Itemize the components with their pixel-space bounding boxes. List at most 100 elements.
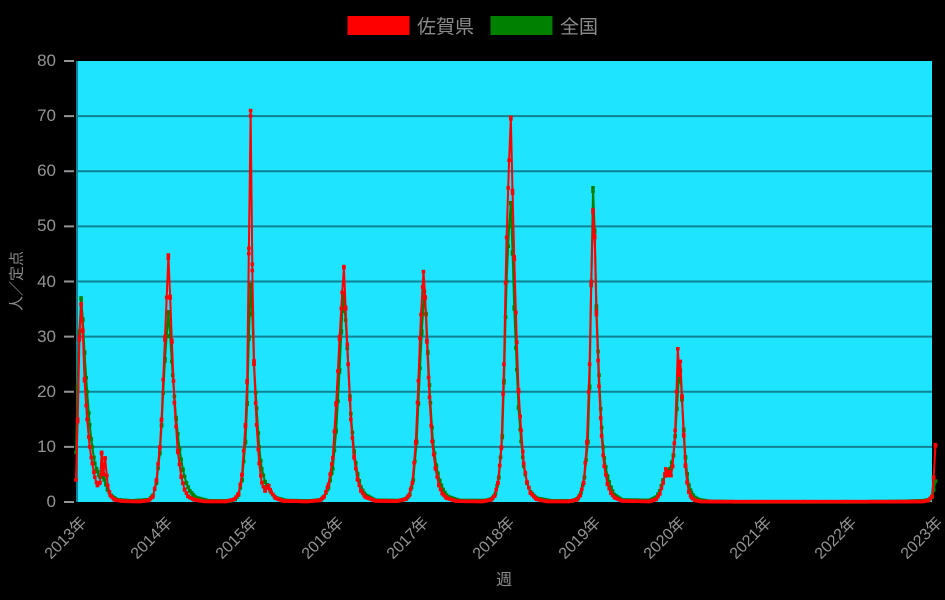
series-marker: [261, 484, 266, 489]
series-marker: [170, 340, 174, 344]
series-marker: [336, 369, 340, 373]
series-marker: [668, 467, 672, 471]
series-marker: [583, 461, 588, 465]
series-marker: [191, 492, 195, 497]
series-marker: [514, 346, 518, 350]
series-marker: [101, 472, 106, 477]
series-marker: [602, 464, 606, 468]
series-marker: [99, 450, 104, 455]
series-marker: [152, 486, 157, 491]
series-marker: [343, 307, 348, 311]
series-marker: [665, 473, 670, 478]
series-marker: [90, 445, 95, 449]
series-marker: [328, 472, 332, 476]
series-marker: [507, 224, 511, 229]
series-marker: [350, 436, 355, 440]
series-marker: [931, 475, 936, 479]
national-series-label: 全国: [560, 17, 599, 38]
series-marker: [680, 395, 684, 400]
series-marker: [252, 358, 256, 363]
series-marker: [248, 284, 253, 289]
series-marker: [184, 491, 189, 495]
series-marker: [431, 452, 436, 457]
series-marker: [328, 478, 332, 483]
series-marker: [355, 478, 360, 482]
series-marker: [325, 485, 330, 489]
series-marker: [576, 495, 581, 500]
series-marker: [591, 208, 595, 212]
series-marker: [85, 389, 89, 394]
series-marker: [586, 390, 591, 394]
series-marker: [928, 496, 932, 501]
series-marker: [521, 461, 526, 466]
x-axis-title: 週: [495, 572, 513, 589]
series-marker: [247, 337, 251, 341]
y-tick-label-0: 0: [46, 492, 56, 511]
y-tick-label-50: 50: [37, 216, 56, 236]
series-marker: [419, 332, 424, 336]
series-marker: [330, 462, 334, 466]
saga-series-swatch: [346, 16, 409, 35]
series-marker: [340, 290, 344, 295]
legend-item-national: 全国: [490, 12, 598, 39]
series-marker: [79, 301, 83, 306]
series-marker: [504, 235, 509, 240]
series-marker: [515, 340, 519, 344]
series-marker: [77, 334, 82, 339]
saga-series-label: 佐賀県: [416, 17, 474, 38]
series-marker: [516, 406, 521, 411]
series-marker: [604, 473, 608, 477]
series-marker: [176, 450, 180, 455]
series-marker: [510, 250, 515, 254]
series-marker: [243, 424, 248, 429]
series-marker: [334, 401, 338, 405]
series-marker: [82, 351, 87, 355]
series-marker: [93, 461, 97, 466]
series-marker: [591, 210, 595, 215]
series-marker: [248, 108, 253, 113]
series-marker: [605, 482, 610, 487]
series-marker: [256, 447, 261, 452]
series-marker: [105, 473, 109, 478]
series-marker: [674, 389, 679, 394]
series-marker: [598, 416, 603, 420]
series-marker: [238, 482, 243, 487]
series-marker: [669, 473, 673, 478]
series-marker: [250, 262, 255, 267]
series-marker: [426, 375, 431, 380]
series-marker: [179, 475, 184, 479]
series-marker: [271, 492, 275, 497]
series-marker: [512, 307, 517, 311]
y-tick-label-40: 40: [37, 271, 56, 291]
series-marker: [181, 468, 185, 472]
series-marker: [578, 493, 582, 498]
series-marker: [489, 498, 493, 502]
series-marker: [175, 448, 180, 453]
series-marker: [105, 488, 110, 492]
national-series-swatch: [490, 16, 552, 35]
series-marker: [90, 461, 95, 466]
series-marker: [99, 469, 104, 474]
series-marker: [166, 256, 171, 260]
series-marker: [516, 388, 521, 392]
series-marker: [580, 487, 584, 492]
series-marker: [89, 455, 94, 460]
series-marker: [166, 310, 171, 314]
series-marker: [265, 486, 269, 491]
series-marker: [241, 448, 246, 453]
series-marker: [248, 282, 253, 287]
series-marker: [266, 483, 271, 488]
series-marker: [181, 481, 185, 486]
series-marker: [161, 377, 165, 382]
series-marker: [407, 493, 411, 498]
series-marker: [107, 490, 112, 494]
series-marker: [594, 312, 599, 317]
series-marker: [525, 480, 529, 485]
series-marker: [610, 493, 615, 498]
series-marker: [97, 473, 101, 477]
series-marker: [247, 246, 251, 251]
series-marker: [512, 257, 517, 262]
series-marker: [257, 445, 261, 449]
series-marker: [683, 464, 688, 468]
